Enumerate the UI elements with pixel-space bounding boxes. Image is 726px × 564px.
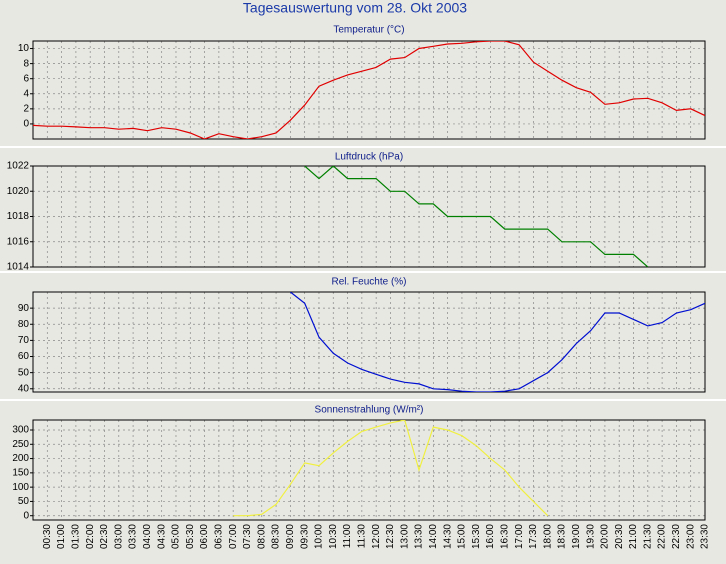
x-tick-label: 09:30 — [299, 524, 310, 549]
x-tick-label: 07:30 — [242, 524, 253, 549]
y-tick-label: 0 — [23, 510, 29, 521]
x-tick-label: 23:30 — [700, 524, 711, 549]
x-tick-label: 02:30 — [99, 524, 110, 549]
x-tick-label: 18:30 — [557, 524, 568, 549]
x-tick-label: 00:30 — [42, 524, 53, 549]
y-tick-label: 1022 — [7, 161, 30, 172]
panel-title: Luftdruck (hPa) — [335, 152, 403, 163]
x-tick-label: 20:30 — [614, 524, 625, 549]
y-tick-label: 10 — [18, 43, 30, 54]
x-tick-label: 16:30 — [499, 524, 510, 549]
y-tick-label: 100 — [12, 482, 29, 493]
x-tick-label: 06:30 — [214, 524, 225, 549]
x-tick-label: 03:00 — [113, 524, 124, 549]
x-tick-label: 04:30 — [156, 524, 167, 549]
x-tick-label: 15:30 — [471, 524, 482, 549]
x-tick-label: 22:30 — [671, 524, 682, 549]
y-tick-label: 8 — [23, 58, 29, 69]
x-tick-label: 23:00 — [685, 524, 696, 549]
x-tick-label: 11:30 — [356, 524, 367, 549]
plot-frame — [32, 419, 706, 521]
x-tick-label: 20:00 — [600, 524, 611, 549]
y-tick-label: 1018 — [7, 211, 30, 222]
y-tick-label: 250 — [12, 439, 29, 450]
y-tick-label: 80 — [18, 319, 30, 330]
x-tick-label: 13:00 — [399, 524, 410, 549]
plot-frame — [32, 40, 706, 140]
y-tick-label: 1014 — [7, 262, 30, 273]
plot-frame — [32, 165, 706, 268]
y-tick-label: 70 — [18, 335, 30, 346]
y-tick-label: 4 — [23, 88, 29, 99]
x-tick-label: 07:00 — [228, 524, 239, 549]
y-tick-label: 0 — [23, 119, 29, 130]
x-tick-label: 22:00 — [657, 524, 668, 549]
y-tick-label: 6 — [23, 73, 29, 84]
y-tick-label: 60 — [18, 351, 30, 362]
x-tick-label: 05:30 — [185, 524, 196, 549]
x-tick-label: 21:30 — [642, 524, 653, 549]
panel-title: Rel. Feuchte (%) — [331, 277, 406, 288]
x-tick-label: 10:30 — [328, 524, 339, 549]
panel-title: Sonnenstrahlung (W/m²) — [315, 405, 424, 416]
x-tick-label: 03:30 — [128, 524, 139, 549]
panel-title: Temperatur (°C) — [333, 25, 404, 36]
x-tick-label: 21:00 — [628, 524, 639, 549]
y-tick-label: 200 — [12, 453, 29, 464]
x-tick-label: 01:30 — [71, 524, 82, 549]
x-tick-label: 08:00 — [256, 524, 267, 549]
x-tick-label: 15:00 — [457, 524, 468, 549]
x-tick-label: 05:00 — [171, 524, 182, 549]
x-tick-label: 09:00 — [285, 524, 296, 549]
x-tick-label: 12:30 — [385, 524, 396, 549]
data-line — [233, 420, 549, 517]
x-tick-label: 01:00 — [56, 524, 67, 549]
x-tick-label: 11:00 — [342, 524, 353, 549]
x-tick-label: 12:00 — [371, 524, 382, 549]
y-tick-label: 90 — [18, 303, 30, 314]
x-tick-label: 14:30 — [442, 524, 453, 549]
y-tick-label: 1020 — [7, 186, 30, 197]
x-tick-label: 19:00 — [571, 524, 582, 549]
y-tick-label: 300 — [12, 425, 29, 436]
x-tick-label: 02:00 — [85, 524, 96, 549]
y-tick-label: 50 — [18, 496, 30, 507]
data-line — [290, 292, 705, 392]
x-tick-label: 10:00 — [314, 524, 325, 549]
x-tick-label: 13:30 — [414, 524, 425, 549]
y-tick-label: 2 — [23, 103, 29, 114]
y-tick-label: 1016 — [7, 236, 30, 247]
x-tick-label: 18:00 — [542, 524, 553, 549]
plot-frame — [32, 291, 706, 393]
page-title: Tagesauswertung vom 28. Okt 2003 — [243, 0, 467, 16]
y-tick-label: 150 — [12, 467, 29, 478]
data-line — [33, 41, 705, 139]
x-tick-label: 17:00 — [514, 524, 525, 549]
x-tick-label: 08:30 — [271, 524, 282, 549]
x-tick-label: 06:00 — [199, 524, 210, 549]
x-tick-label: 19:30 — [585, 524, 596, 549]
y-tick-label: 40 — [18, 383, 30, 394]
x-tick-label: 16:00 — [485, 524, 496, 549]
y-tick-label: 50 — [18, 367, 30, 378]
data-line — [304, 166, 649, 267]
x-tick-label: 14:00 — [428, 524, 439, 549]
x-tick-label: 17:30 — [528, 524, 539, 549]
x-tick-label: 04:00 — [142, 524, 153, 549]
